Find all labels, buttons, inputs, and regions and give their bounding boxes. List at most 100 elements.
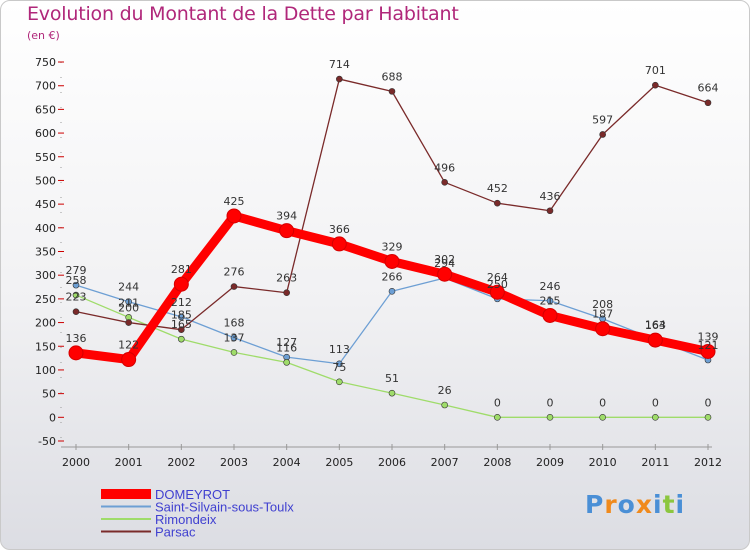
- y-tick-label: 50: [42, 388, 56, 401]
- data-point: [388, 88, 396, 95]
- data-label: 597: [592, 113, 613, 126]
- data-point: [652, 414, 659, 421]
- y-tick-label: -50: [38, 435, 56, 448]
- data-point: [336, 360, 343, 368]
- data-point: [652, 81, 659, 89]
- data-label: 258: [66, 274, 87, 287]
- data-point: [489, 284, 505, 300]
- data-point: [283, 289, 290, 297]
- logo-letter: P: [585, 490, 605, 519]
- data-point: [178, 326, 185, 333]
- data-point: [125, 319, 132, 326]
- data-point: [388, 389, 396, 397]
- data-point: [68, 345, 84, 361]
- data-point: [230, 283, 238, 290]
- data-point: [336, 75, 343, 83]
- data-label: 164: [645, 319, 666, 332]
- data-label: 0: [705, 396, 712, 409]
- chart-subtitle: (en €): [27, 29, 60, 42]
- logo-letter: o: [617, 490, 636, 519]
- data-label: 701: [645, 64, 666, 77]
- x-tick-label: 2002: [167, 456, 195, 469]
- data-label: 302: [434, 253, 455, 266]
- data-point: [279, 223, 295, 239]
- data-point: [230, 334, 238, 342]
- logo-letter: i: [653, 490, 663, 519]
- data-label: 208: [592, 298, 613, 311]
- data-label: 714: [329, 58, 350, 71]
- data-point: [441, 179, 448, 186]
- y-tick-label: 100: [35, 364, 56, 377]
- data-point: [72, 291, 80, 299]
- x-tick-label: 2007: [431, 456, 459, 469]
- data-point: [178, 313, 185, 321]
- y-tick-label: 150: [35, 340, 56, 353]
- data-point: [546, 207, 554, 215]
- data-point: [388, 287, 396, 295]
- data-point: [494, 414, 501, 421]
- data-label: 163: [645, 319, 666, 332]
- data-label: 294: [434, 257, 455, 270]
- x-tick-label: 2011: [641, 456, 669, 469]
- x-tick-label: 2010: [589, 456, 617, 469]
- data-label: 281: [171, 263, 192, 276]
- data-point: [599, 414, 606, 421]
- data-label: 496: [434, 161, 455, 174]
- y-tick-label: 600: [35, 127, 56, 140]
- data-label: 137: [224, 331, 245, 344]
- x-tick-label: 2000: [62, 456, 90, 469]
- logo-letter: r: [604, 490, 618, 519]
- data-point: [226, 208, 242, 224]
- data-label: 276: [224, 266, 245, 279]
- data-point: [125, 298, 132, 306]
- y-tick-label: 700: [35, 80, 56, 93]
- data-label: 26: [438, 384, 452, 397]
- data-point: [704, 414, 712, 421]
- data-label: 200: [118, 302, 139, 315]
- data-point: [121, 352, 137, 368]
- data-label: 329: [382, 240, 403, 253]
- data-point: [494, 199, 501, 207]
- data-point: [437, 266, 453, 282]
- data-label: 436: [540, 190, 561, 203]
- data-point: [72, 281, 80, 289]
- y-tick-label: 750: [35, 56, 56, 69]
- data-point: [230, 349, 238, 356]
- legend-label: Rimondeix: [155, 512, 217, 527]
- data-point: [546, 297, 554, 305]
- data-point: [704, 99, 712, 107]
- y-tick-label: 650: [35, 103, 56, 116]
- y-tick-label: 250: [35, 293, 56, 306]
- data-label: 212: [171, 296, 192, 309]
- data-point: [595, 321, 611, 337]
- data-label: 452: [487, 182, 508, 195]
- x-tick-label: 2008: [483, 456, 511, 469]
- logo-letter: i: [675, 490, 686, 519]
- proxiti-logo: Proxiti: [585, 490, 685, 519]
- y-tick-label: 450: [35, 198, 56, 211]
- y-tick-label: 550: [35, 151, 56, 164]
- data-label: 425: [224, 195, 245, 208]
- data-label: 139: [698, 330, 719, 343]
- data-label: 121: [698, 339, 719, 352]
- data-point: [700, 343, 716, 359]
- y-tick-label: 0: [49, 411, 56, 424]
- data-label: 223: [66, 291, 87, 304]
- data-label: 366: [329, 223, 350, 236]
- data-label: 264: [487, 271, 508, 284]
- data-point: [599, 131, 606, 138]
- x-tick-label: 2005: [325, 456, 353, 469]
- data-point: [647, 332, 663, 348]
- data-label: 0: [599, 396, 606, 409]
- data-label: 244: [118, 281, 139, 294]
- legend-label: DOMEYROT: [155, 487, 230, 502]
- data-label: 250: [487, 278, 508, 291]
- data-point: [173, 276, 189, 292]
- data-label: 0: [652, 396, 659, 409]
- data-label: 279: [66, 264, 87, 277]
- y-tick-label: 350: [35, 246, 56, 259]
- data-label: 211: [118, 296, 139, 309]
- x-tick-label: 2004: [273, 456, 301, 469]
- logo-letter: t: [662, 490, 676, 519]
